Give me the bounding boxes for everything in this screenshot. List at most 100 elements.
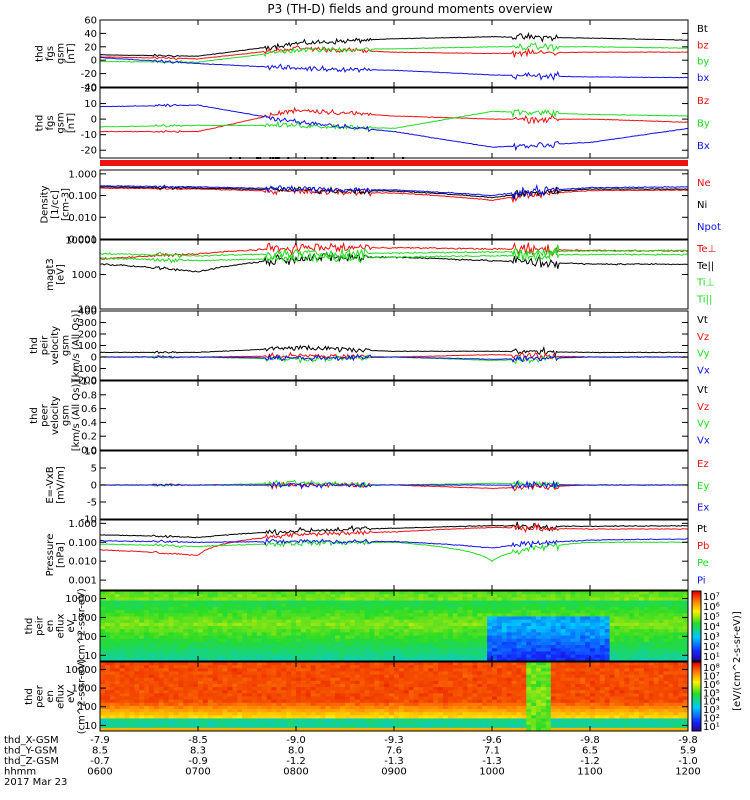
heatmap-cell bbox=[501, 641, 508, 646]
heatmap-cell bbox=[193, 712, 199, 716]
heatmap-cell bbox=[408, 635, 414, 640]
heatmap-cell bbox=[261, 616, 267, 621]
heatmap-cell bbox=[232, 613, 238, 617]
heatmap-cell bbox=[286, 693, 292, 697]
heatmap-cell bbox=[349, 654, 356, 659]
heatmap-cell bbox=[296, 668, 302, 672]
heatmap-cell bbox=[109, 606, 116, 611]
heatmap-cell bbox=[212, 622, 218, 627]
heatmap-cell bbox=[109, 712, 116, 716]
heatmap-cell bbox=[330, 687, 336, 691]
heatmap-cell bbox=[149, 591, 155, 595]
heatmap-cell bbox=[457, 693, 463, 697]
heatmap-cell bbox=[394, 613, 400, 617]
heatmap-cell bbox=[594, 594, 601, 598]
heatmap-cell bbox=[129, 600, 135, 605]
heatmap-cell bbox=[217, 727, 223, 732]
heatmap-cell bbox=[173, 591, 179, 595]
heatmap-cell bbox=[369, 638, 375, 643]
heatmap-cell bbox=[467, 705, 473, 710]
heatmap-cell bbox=[188, 674, 194, 679]
heatmap-cell bbox=[394, 657, 400, 662]
heatmap-cell bbox=[398, 696, 405, 701]
heatmap-cell bbox=[202, 696, 209, 701]
heatmap-cell bbox=[134, 680, 140, 685]
heatmap-cell bbox=[188, 677, 194, 682]
heatmap-cell bbox=[291, 613, 297, 617]
heatmap-cell bbox=[467, 606, 473, 611]
heatmap-cell bbox=[247, 600, 253, 605]
heatmap-cell bbox=[315, 654, 321, 659]
heatmap-cell bbox=[129, 632, 135, 636]
heatmap-cell bbox=[168, 606, 174, 611]
heatmap-cell bbox=[281, 674, 287, 679]
heatmap-cell bbox=[212, 680, 218, 685]
heatmap-cell bbox=[531, 651, 537, 656]
heatmap-cell bbox=[330, 690, 336, 694]
heatmap-cell bbox=[271, 657, 277, 662]
heatmap-cell bbox=[114, 616, 120, 621]
heatmap-cell bbox=[232, 610, 238, 614]
heatmap-cell bbox=[212, 696, 218, 701]
heatmap-cell bbox=[433, 635, 439, 640]
heatmap-cell bbox=[256, 597, 263, 601]
heatmap-cell bbox=[247, 671, 253, 675]
heatmap-cell bbox=[443, 680, 449, 685]
heatmap-cell bbox=[266, 591, 272, 595]
heatmap-cell bbox=[217, 635, 223, 640]
heatmap-cell bbox=[310, 662, 316, 666]
heatmap-cell bbox=[418, 641, 424, 646]
heatmap-cell bbox=[408, 638, 414, 643]
series-line-bx bbox=[100, 57, 689, 81]
heatmap-cell bbox=[291, 680, 297, 685]
heatmap-cell bbox=[447, 638, 454, 643]
heatmap-cell bbox=[340, 600, 346, 605]
heatmap-cell bbox=[496, 702, 503, 707]
heatmap-cell bbox=[237, 668, 243, 672]
heatmap-cell bbox=[291, 683, 297, 688]
heatmap-cell bbox=[506, 702, 512, 707]
heatmap-cell bbox=[447, 622, 454, 627]
heatmap-cell bbox=[673, 648, 679, 652]
heatmap-cell bbox=[531, 665, 537, 669]
heatmap-cell bbox=[325, 724, 331, 729]
heatmap-cell bbox=[634, 594, 640, 598]
heatmap-cell bbox=[153, 718, 160, 722]
heatmap-cell bbox=[457, 727, 463, 732]
heatmap-cell bbox=[104, 619, 111, 624]
heatmap-cell bbox=[418, 718, 424, 722]
heatmap-cell bbox=[237, 597, 243, 601]
heatmap-cell bbox=[242, 635, 248, 640]
heatmap-cell bbox=[438, 690, 444, 694]
heatmap-cell bbox=[511, 690, 517, 694]
heatmap-cell bbox=[153, 632, 160, 636]
heatmap-cell bbox=[256, 629, 263, 633]
heatmap-cell bbox=[487, 702, 493, 707]
heatmap-cell bbox=[369, 709, 375, 713]
heatmap-cell bbox=[599, 622, 606, 627]
heatmap-cell bbox=[428, 651, 434, 656]
heatmap-cell bbox=[413, 603, 419, 608]
heatmap-cell bbox=[320, 635, 326, 640]
heatmap-cell bbox=[487, 629, 493, 633]
heatmap-cell bbox=[452, 645, 459, 649]
heatmap-cell bbox=[153, 597, 160, 601]
heatmap-cell bbox=[266, 677, 272, 682]
heatmap-cell bbox=[683, 616, 689, 621]
heatmap-cell bbox=[345, 687, 351, 691]
heatmap-cell bbox=[624, 648, 630, 652]
heatmap-cell bbox=[178, 690, 184, 694]
heatmap-cell bbox=[531, 674, 537, 679]
heatmap-cell bbox=[345, 622, 351, 627]
heatmap-cell bbox=[158, 662, 165, 666]
heatmap-cell bbox=[452, 687, 459, 691]
heatmap-cell bbox=[369, 715, 375, 719]
heatmap-cell bbox=[369, 674, 375, 679]
heatmap-cell bbox=[477, 616, 483, 621]
heatmap-cell bbox=[506, 616, 512, 621]
heatmap-cell bbox=[114, 632, 120, 636]
heatmap-cell bbox=[276, 718, 282, 722]
heatmap-cell bbox=[398, 687, 405, 691]
heatmap-cell bbox=[394, 724, 400, 729]
heatmap-cell bbox=[364, 705, 370, 710]
